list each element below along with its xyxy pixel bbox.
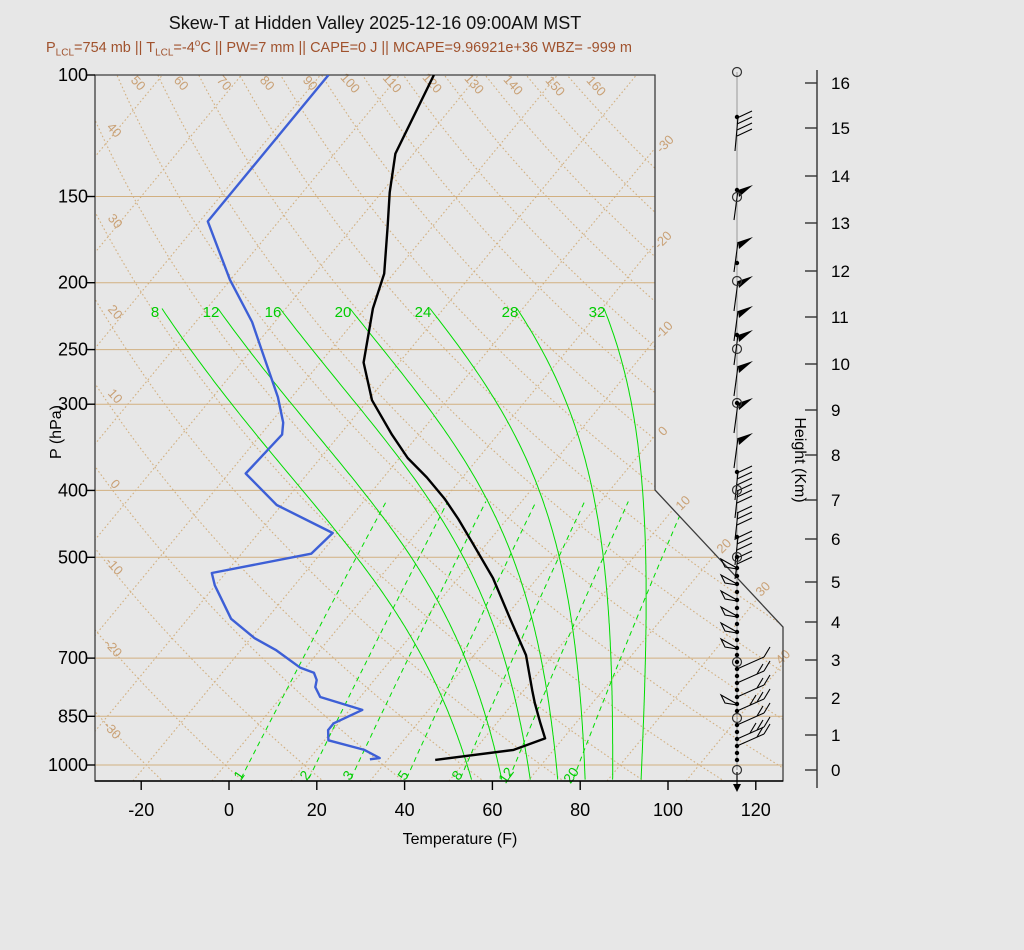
- background-labels: 50 60 70 80 90 100 110 120 130 140 150 160403020100…: [100, 70, 793, 786]
- moist-adiabat-label: 24: [415, 304, 432, 321]
- pressure-tick-label: 100: [58, 65, 88, 85]
- height-tick-label: 10: [831, 355, 850, 374]
- pressure-tick-label: 200: [58, 273, 88, 293]
- height-tick-label: 16: [831, 74, 850, 93]
- height-tick-label: 3: [831, 651, 840, 670]
- temperature-tick-label: 100: [653, 800, 683, 820]
- pressure-axis-title: P (hPa): [48, 405, 65, 459]
- dewpoint-curve: [206, 75, 381, 761]
- pressure-tick-label: 1000: [48, 755, 88, 775]
- p-lcl-label: P: [46, 39, 56, 56]
- dry-adiabat-label: 120: [420, 70, 446, 96]
- moist-adiabat-label: 16: [265, 304, 282, 321]
- height-tick-label: 5: [831, 573, 840, 592]
- pressure-tick-label: 850: [58, 706, 88, 726]
- page-title: Skew-T at Hidden Valley 2025-12-16 09:00…: [168, 13, 582, 33]
- pressure-gridlines: [95, 75, 783, 766]
- isotherms: [95, 75, 783, 781]
- height-tick-label: 12: [831, 262, 850, 281]
- t-lcl-value: =-4: [173, 39, 195, 56]
- height-tick-label: 8: [831, 446, 840, 465]
- height-tick-label: 6: [831, 530, 840, 549]
- moist-adiabat-label: 32: [589, 304, 606, 321]
- p-lcl-sub: LCL: [55, 47, 75, 59]
- height-tick-label: 2: [831, 689, 840, 708]
- height-tick-label: 15: [831, 119, 850, 138]
- moist-adiabat-label: 8: [151, 304, 159, 321]
- dry-adiabat-label: 50: [128, 73, 149, 94]
- isotherm-label: 20: [713, 535, 734, 556]
- dry-adiabat-label: 160: [584, 73, 610, 99]
- degree-sign: o: [194, 38, 201, 49]
- height-tick-label: 7: [831, 491, 840, 510]
- mixing-ratio-lines: [240, 501, 687, 779]
- pressure-tick-label: 250: [58, 340, 88, 360]
- temperature-tick-label: 0: [224, 800, 234, 820]
- dry-adiabat-label: 110: [380, 70, 405, 95]
- background-lines: [95, 75, 783, 781]
- dry-adiabat-label: 140: [501, 72, 527, 98]
- height-tick-label: 11: [831, 308, 849, 327]
- moist-adiabats: [161, 308, 647, 780]
- temperature-tick-label: 80: [570, 800, 590, 820]
- profile-curves: [206, 75, 547, 762]
- height-tick-label: 0: [831, 761, 840, 780]
- temperature-axis-title: Temperature (F): [402, 831, 518, 848]
- dry-adiabat-label: 0: [107, 476, 123, 491]
- plot-border: [94, 74, 784, 782]
- t-lcl-sub: LCL: [155, 47, 174, 59]
- wind-barbs: [719, 66, 771, 792]
- isotherm-label: 0: [655, 423, 671, 439]
- isotherm-label: 10: [672, 492, 693, 513]
- moist-adiabat-label: 20: [335, 304, 352, 321]
- temperature-tick-label: 60: [482, 800, 502, 820]
- temperature-tick-label: -20: [128, 800, 154, 820]
- params-rest: C || PW=7 mm || CAPE=0 J || MCAPE=9.9692…: [200, 39, 632, 56]
- pressure-tick-label: 500: [58, 547, 88, 567]
- dry-adiabat-label: 30: [105, 211, 126, 232]
- dry-adiabat-label: -20: [101, 636, 125, 660]
- sounding-parameters: PLCL=754 mb || TLCL=-4oC || PW=7 mm || C…: [46, 38, 632, 59]
- height-tick-label: 9: [831, 401, 840, 420]
- pressure-tick-label: 400: [58, 480, 88, 500]
- pressure-tick-label: 700: [58, 648, 88, 668]
- temperature-tick-label: 120: [741, 800, 771, 820]
- pressure-tick-label: 150: [58, 187, 88, 207]
- dry-adiabats: [95, 75, 783, 781]
- dry-adiabat-label: 150: [543, 73, 569, 99]
- height-axis-title: Height (Km): [791, 417, 808, 503]
- moist-adiabat-label: 28: [502, 304, 519, 321]
- t-lcl-label: =754 mb || T: [74, 39, 156, 56]
- isotherm-label: 30: [752, 578, 773, 599]
- dry-adiabat-label: 80: [257, 73, 278, 94]
- temperature-curve: [362, 75, 547, 762]
- height-tick-label: 14: [831, 167, 850, 186]
- pressure-tick-label: 300: [58, 394, 88, 414]
- height-tick-label: 1: [831, 726, 840, 745]
- height-tick-label: 4: [831, 613, 840, 632]
- dry-adiabat-label: 90: [300, 73, 321, 94]
- moist-adiabat-label: 12: [203, 304, 220, 321]
- isotherm-label: -30: [653, 132, 677, 156]
- dry-adiabat-label: 100: [338, 70, 364, 96]
- temperature-tick-label: 20: [307, 800, 327, 820]
- dry-adiabat-label: 40: [104, 120, 125, 141]
- mixing-ratio-label: 20: [560, 764, 582, 786]
- dry-adiabat-label: 60: [171, 73, 192, 94]
- dry-adiabat-label: 20: [105, 302, 126, 323]
- dry-adiabat-label: 70: [214, 73, 235, 94]
- height-tick-label: 13: [831, 214, 850, 233]
- temperature-tick-label: 40: [395, 800, 415, 820]
